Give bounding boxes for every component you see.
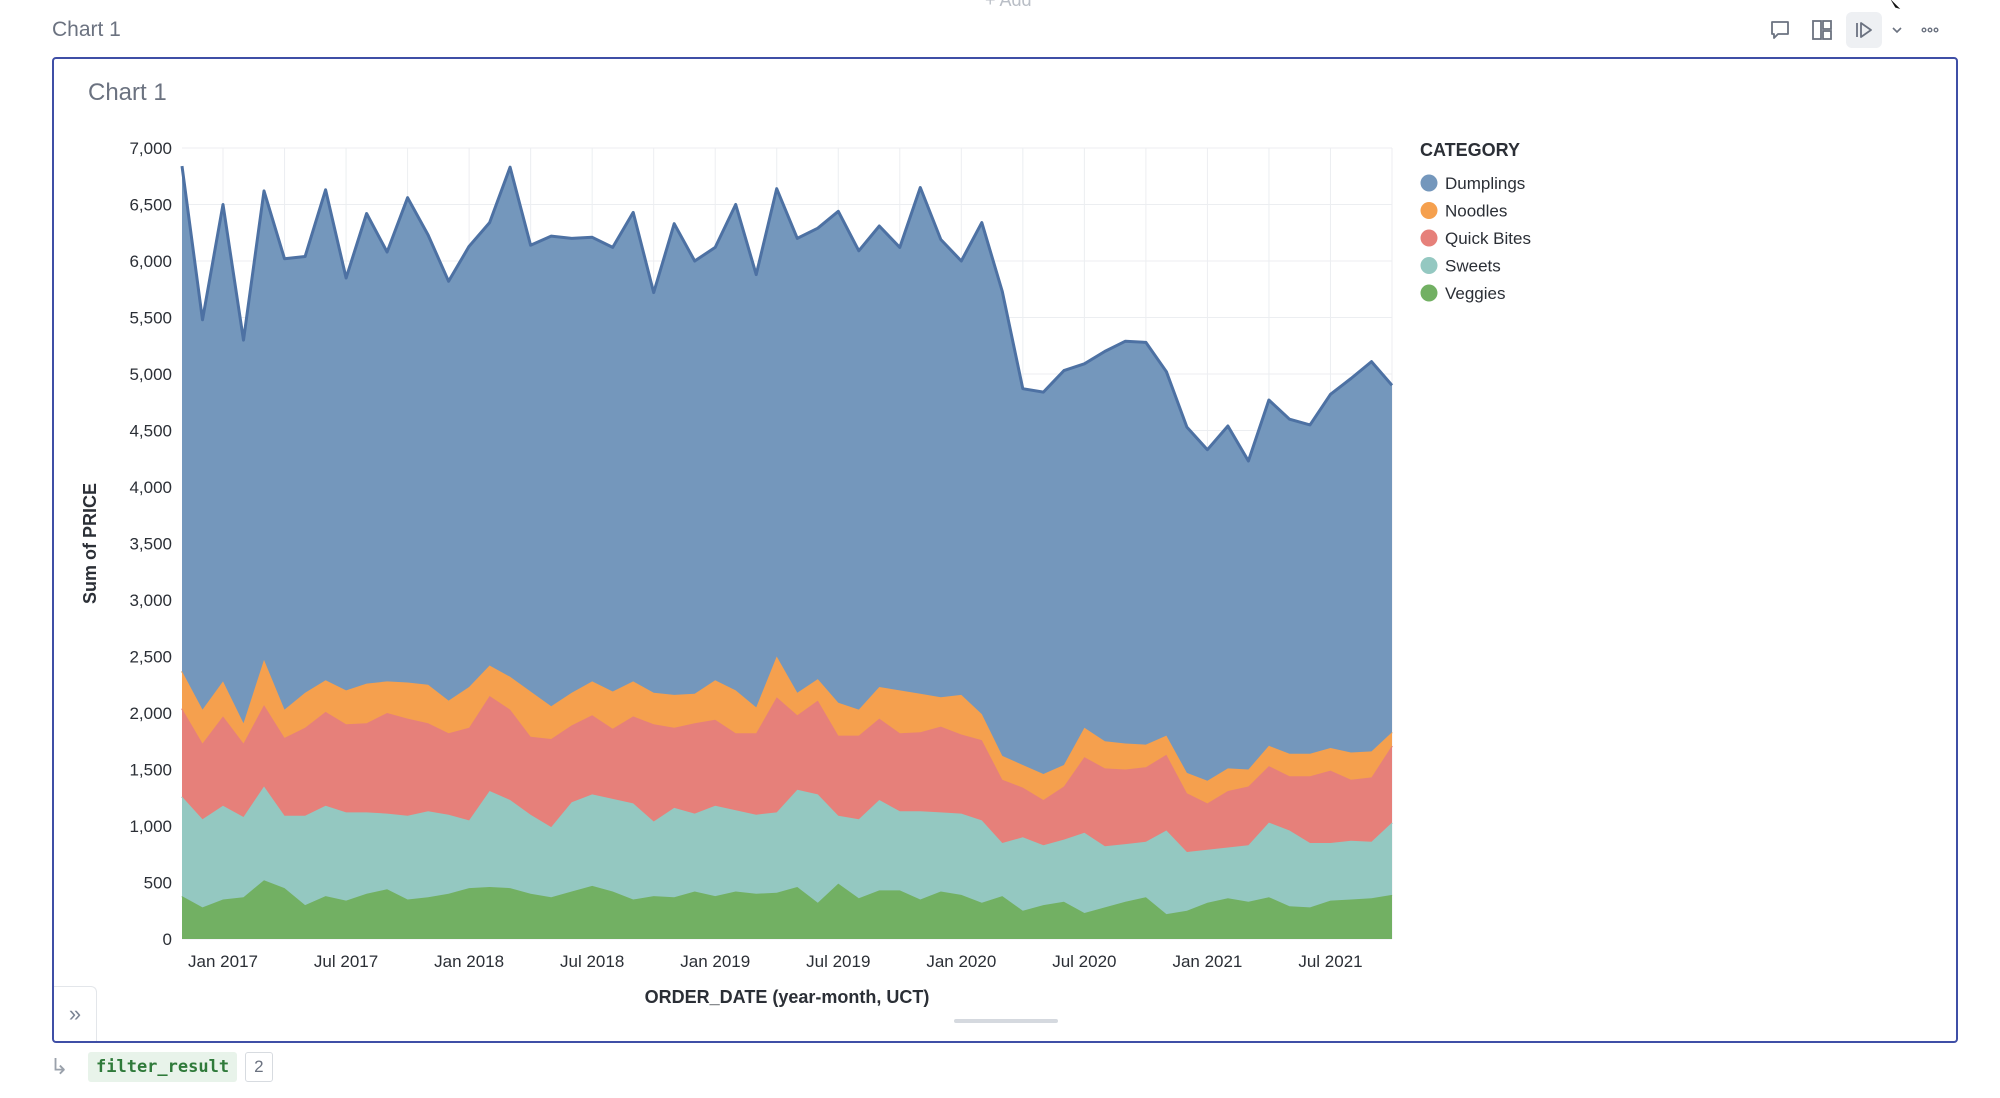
- legend-label: Veggies: [1445, 284, 1506, 303]
- y-tick-label: 6,500: [129, 196, 172, 215]
- x-tick-label: Jul 2020: [1052, 952, 1116, 971]
- chart-card[interactable]: 0 500 1,000 1,500 2,000 2,500 3,000 3,500 4,000 4…: [52, 57, 1958, 1043]
- y-tick-label: 1,500: [129, 761, 172, 780]
- double-chevron-right-icon: »: [68, 1001, 82, 1026]
- y-tick-label: 7,000: [129, 139, 172, 158]
- x-axis-title: ORDER_DATE (year-month, UCT): [645, 987, 930, 1007]
- area-noodles: [182, 656, 1392, 804]
- area-quick-bites: [182, 696, 1392, 852]
- legend-swatch: [1420, 257, 1438, 274]
- comment-button[interactable]: [1762, 12, 1798, 48]
- area-veggies: [182, 880, 1392, 939]
- add-cell-hint[interactable]: + Add: [985, 0, 1032, 10]
- legend-label: Noodles: [1445, 202, 1507, 221]
- mouse-cursor-icon: [1889, 0, 1904, 12]
- x-tick-label: Jul 2021: [1298, 952, 1362, 971]
- x-tick-label: Jan 2018: [434, 952, 504, 971]
- x-tick-label: Jan 2020: [926, 952, 996, 971]
- cell-toolbar: [1762, 12, 1948, 48]
- legend-swatch: [1420, 202, 1438, 219]
- area-sweets: [182, 786, 1392, 915]
- legend-label: Dumplings: [1445, 174, 1525, 193]
- output-row: ↳ filter_result 2: [50, 1052, 273, 1082]
- y-tick-label: 4,000: [129, 478, 172, 497]
- legend-swatch: [1420, 284, 1438, 302]
- x-tick-label: Jan 2021: [1172, 952, 1242, 971]
- y-tick-label: 3,000: [129, 591, 172, 610]
- more-options-button[interactable]: [1912, 12, 1948, 48]
- line-dumplings: [180, 165, 1394, 463]
- chart-title: Chart 1: [88, 79, 167, 106]
- more-icon: [1921, 27, 1939, 33]
- y-tick-label: 500: [144, 874, 172, 893]
- y-tick-label: 2,500: [129, 648, 172, 667]
- expand-panel-button[interactable]: »: [54, 986, 97, 1041]
- x-tick-label: Jul 2017: [314, 952, 378, 971]
- comment-icon: [1771, 21, 1789, 39]
- return-arrow-icon: ↳: [50, 1054, 69, 1079]
- y-tick-label: 3,500: [129, 535, 172, 554]
- area-dumplings: [182, 166, 1392, 781]
- x-tick-label: Jul 2019: [806, 952, 870, 971]
- run-options-dropdown[interactable]: [1888, 12, 1906, 48]
- x-tick-label: Jan 2017: [188, 952, 258, 971]
- layout-button[interactable]: [1804, 12, 1840, 48]
- area-chart: 0 500 1,000 1,500 2,000 2,500 3,000 3,500 4,000 4…: [80, 139, 1531, 1007]
- y-tick-label: 5,500: [129, 309, 172, 328]
- run-button[interactable]: [1846, 12, 1882, 48]
- y-tick-label: 4,500: [129, 422, 172, 441]
- y-tick-label: 2,000: [129, 704, 172, 723]
- legend-title: CATEGORY: [1420, 140, 1520, 160]
- legend-label: Sweets: [1445, 257, 1501, 276]
- legend-swatch: [1420, 229, 1438, 247]
- y-axis-title: Sum of PRICE: [80, 483, 100, 604]
- run-icon: [1856, 22, 1872, 38]
- resize-handle[interactable]: [954, 1019, 1058, 1023]
- layout-icon: [1812, 20, 1832, 40]
- y-tick-label: 6,000: [129, 252, 172, 271]
- y-tick-label: 1,000: [129, 817, 172, 836]
- output-count-badge: 2: [245, 1052, 273, 1082]
- legend-label: Quick Bites: [1445, 229, 1531, 248]
- chevron-down-icon: [1892, 27, 1902, 34]
- y-tick-label: 5,000: [129, 365, 172, 384]
- x-tick-label: Jul 2018: [560, 952, 624, 971]
- output-variable[interactable]: filter_result: [88, 1052, 238, 1082]
- x-tick-label: Jan 2019: [680, 952, 750, 971]
- cell-title: Chart 1: [52, 18, 121, 41]
- legend-swatch: [1420, 174, 1438, 192]
- y-tick-label: 0: [163, 930, 172, 949]
